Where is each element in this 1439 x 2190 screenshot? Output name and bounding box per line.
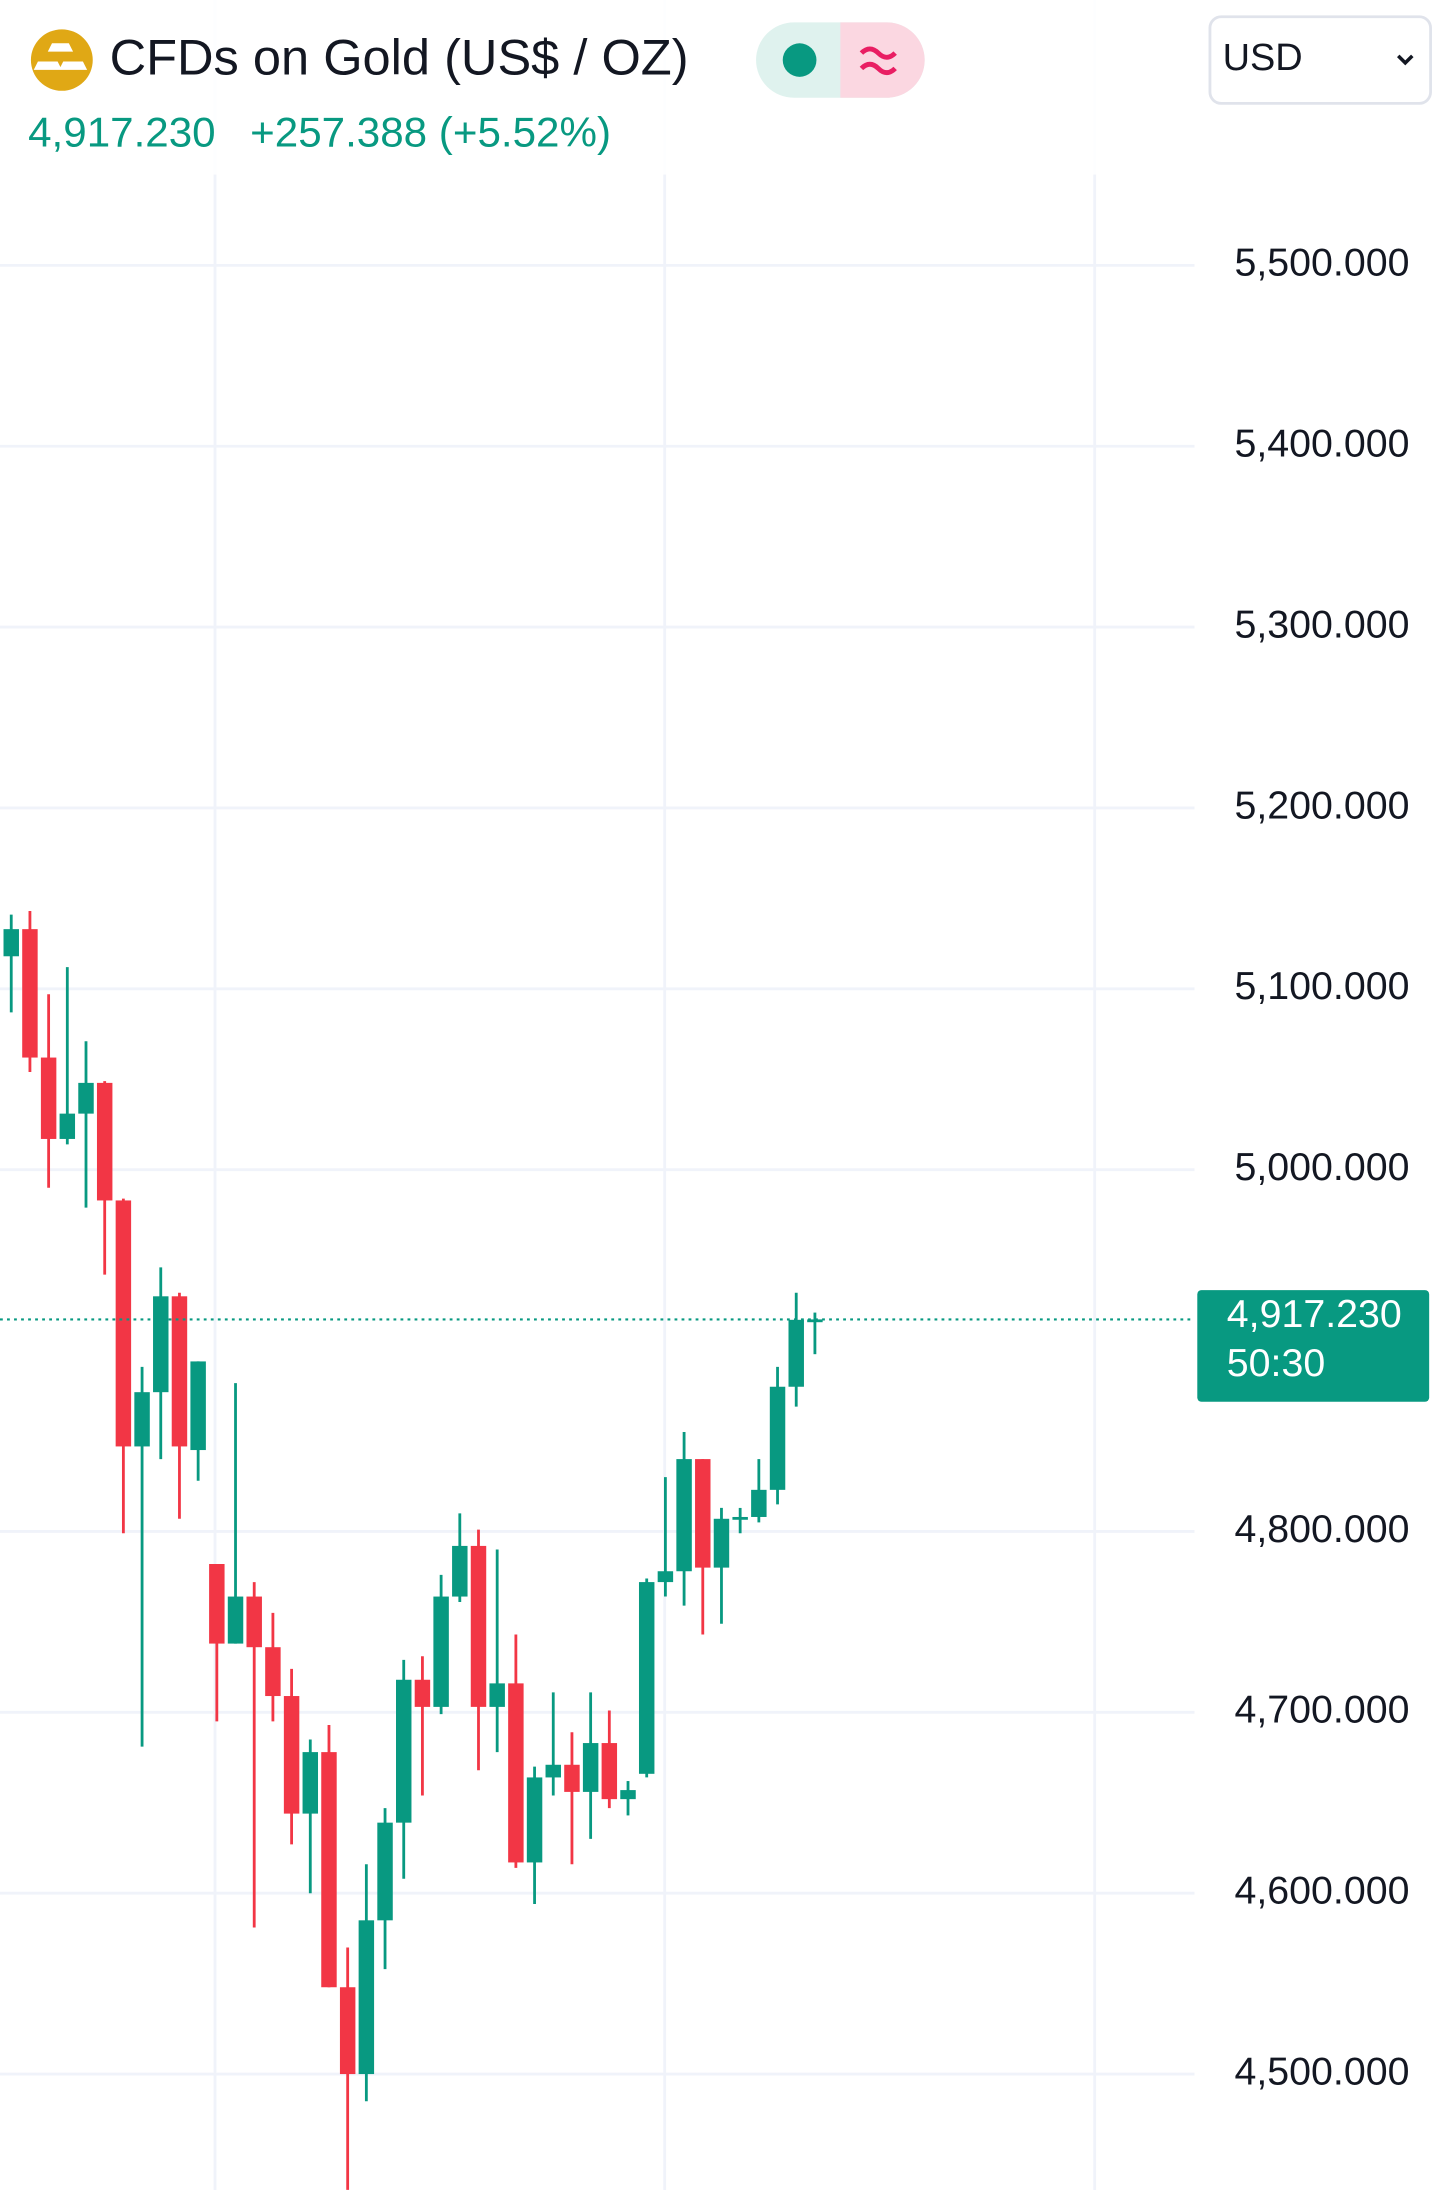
candle-body <box>452 1545 468 1597</box>
symbol-title: CFDs on Gold (US$ / OZ) <box>110 29 689 86</box>
candle-body <box>414 1679 431 1707</box>
candle-body <box>657 1571 674 1583</box>
currency-label: USD <box>1223 37 1303 79</box>
candle-body <box>713 1518 730 1568</box>
bar-countdown: 50:30 <box>1227 1341 1325 1385</box>
currency-select[interactable] <box>1208 15 1432 105</box>
market-open-dot <box>782 43 817 77</box>
candle-body <box>545 1764 561 1778</box>
grid <box>0 0 1195 2190</box>
candle-body <box>508 1683 524 1863</box>
candle-body <box>582 1743 599 1792</box>
candle-body <box>227 1596 244 1644</box>
candle-body <box>470 1545 487 1707</box>
candle-body <box>526 1777 543 1863</box>
candle-body <box>788 1319 804 1387</box>
y-tick-label: 4,700.000 <box>1234 1688 1409 1732</box>
candle-body <box>59 1113 76 1139</box>
last-price: 4,917.230 <box>28 109 215 156</box>
candle-body <box>3 929 19 957</box>
y-tick-label: 4,500.000 <box>1234 2049 1409 2093</box>
last-price-label: 4,917.230 <box>1227 1292 1402 1336</box>
candle-body <box>638 1582 655 1774</box>
header-backdrop <box>0 0 1195 175</box>
currency-dropdown[interactable]: USD <box>1208 15 1432 105</box>
y-tick-label: 5,100.000 <box>1234 964 1409 1008</box>
dropdown-chevron <box>1397 54 1414 66</box>
candle-body <box>564 1764 580 1792</box>
overlay: 5,500.000 5,400.000 5,300.000 5,200.000 5,10… <box>0 241 1430 2093</box>
candle-body <box>22 929 38 1058</box>
candle-body <box>339 1987 356 2075</box>
status-pill[interactable] <box>756 22 925 98</box>
candle-body <box>620 1790 636 1800</box>
candle-body <box>302 1752 319 1814</box>
candle-body <box>134 1392 150 1447</box>
candle-body <box>377 1822 393 1921</box>
symbol-icon <box>30 29 93 91</box>
price-change: +257.388 (+5.52%) <box>250 109 611 156</box>
y-tick-label: 5,200.000 <box>1234 783 1409 827</box>
symbol-badge <box>30 29 93 91</box>
y-tick-label: 4,600.000 <box>1234 1869 1409 1913</box>
y-tick-label: 5,400.000 <box>1234 422 1409 466</box>
candle-body <box>190 1361 206 1451</box>
candle-body <box>96 1082 113 1201</box>
candle-body <box>321 1752 337 1988</box>
gold-bars-icon <box>33 43 88 70</box>
candle-body <box>115 1200 132 1447</box>
delayed-data-icon <box>859 46 897 76</box>
candles <box>3 911 823 2190</box>
candle-body <box>732 1516 748 1520</box>
last-price-tag <box>1197 1290 1430 1402</box>
candle-body <box>153 1296 169 1393</box>
candle-body <box>358 1920 375 2075</box>
candle-body <box>489 1683 505 1707</box>
candle-body <box>807 1319 823 1323</box>
candle-body <box>283 1696 300 1814</box>
candle-body <box>246 1596 262 1648</box>
candle-body <box>265 1647 281 1697</box>
y-tick-label: 5,000.000 <box>1234 1145 1409 1189</box>
candle-body <box>209 1564 225 1644</box>
candle-body <box>171 1296 188 1447</box>
y-tick-label: 5,500.000 <box>1234 241 1409 285</box>
y-tick-label: 5,300.000 <box>1234 603 1409 647</box>
delay-pill[interactable] <box>840 22 925 98</box>
candle-body <box>396 1679 412 1823</box>
candle-body <box>433 1596 449 1707</box>
candle-body <box>769 1386 786 1490</box>
candle-body <box>601 1743 618 1800</box>
candle-body <box>695 1459 711 1568</box>
y-tick-label: 4,800.000 <box>1234 1507 1409 1551</box>
candle-body <box>40 1057 57 1139</box>
candle-body <box>676 1459 692 1572</box>
candle-body <box>751 1489 767 1517</box>
candle-body <box>78 1082 94 1114</box>
